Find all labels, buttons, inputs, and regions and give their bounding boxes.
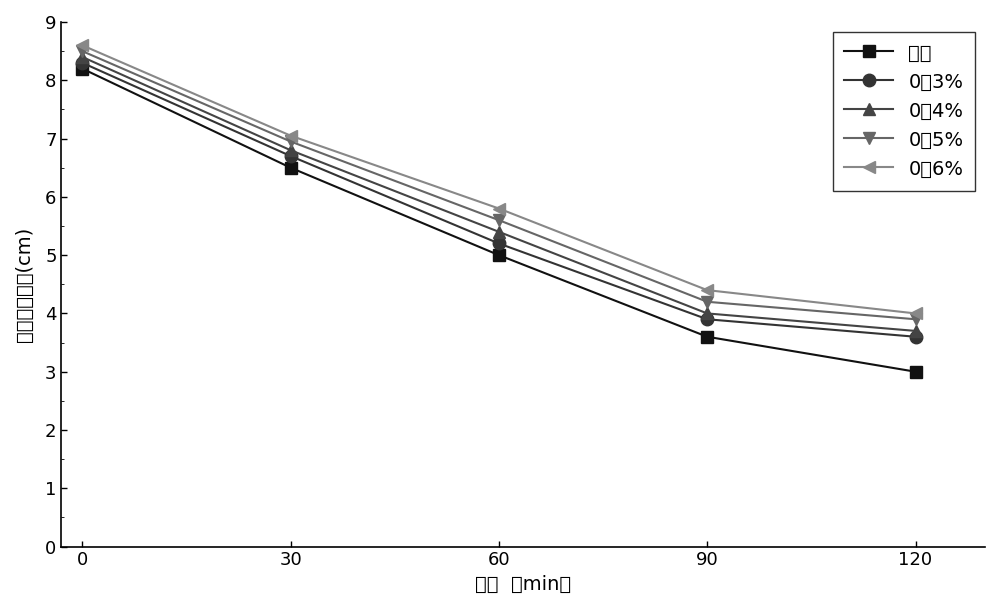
0．4% <box>285 147 297 154</box>
0．3% <box>910 333 922 340</box>
空白 <box>701 333 713 340</box>
0．5% <box>701 298 713 306</box>
0．4% <box>701 310 713 317</box>
Line: 0．3%: 0．3% <box>76 57 922 343</box>
0．5% <box>76 48 88 55</box>
0．5% <box>493 217 505 224</box>
Legend: 空白, 0．3%, 0．4%, 0．5%, 0．6%: 空白, 0．3%, 0．4%, 0．5%, 0．6% <box>833 32 975 191</box>
0．6% <box>910 310 922 317</box>
0．3% <box>76 59 88 66</box>
空白 <box>910 368 922 375</box>
0．4% <box>76 54 88 61</box>
0．4% <box>493 228 505 236</box>
0．5% <box>910 315 922 323</box>
0．6% <box>76 41 88 49</box>
0．6% <box>701 286 713 294</box>
Y-axis label: 混凝土坍落度(cm): 混凝土坍落度(cm) <box>15 227 34 342</box>
0．3% <box>285 152 297 160</box>
X-axis label: 时间  （min）: 时间 （min） <box>475 575 571 594</box>
空白 <box>76 65 88 72</box>
空白 <box>285 164 297 171</box>
0．6% <box>285 132 297 139</box>
Line: 0．4%: 0．4% <box>76 51 922 337</box>
空白 <box>493 252 505 259</box>
Line: 空白: 空白 <box>77 63 921 378</box>
Line: 0．5%: 0．5% <box>76 45 922 326</box>
0．3% <box>493 240 505 247</box>
0．5% <box>285 138 297 145</box>
0．4% <box>910 327 922 334</box>
0．3% <box>701 315 713 323</box>
0．6% <box>493 205 505 212</box>
Line: 0．6%: 0．6% <box>76 39 922 320</box>
